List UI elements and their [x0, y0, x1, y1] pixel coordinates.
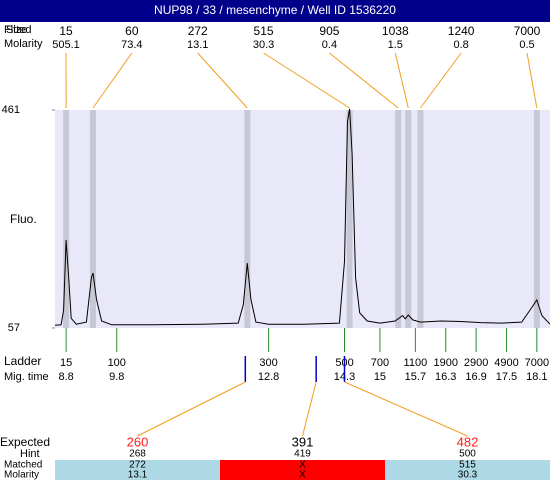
expected-value: 482 [457, 434, 479, 449]
expected-value: 260 [127, 434, 149, 449]
peak-size: 1038 [382, 24, 409, 38]
matched-molarity-label: Molarity [4, 470, 39, 480]
peak-connector [394, 52, 409, 109]
peak-molarity: 13.1 [187, 39, 208, 51]
ladder-size: 15 [60, 357, 72, 369]
peak-band [533, 110, 540, 328]
hint-value: 419 [294, 449, 311, 460]
ladder-size: 700 [371, 357, 389, 369]
ladder-size: 4900 [494, 357, 518, 369]
peak-molarity: 30.3 [253, 39, 274, 51]
matched-cell [385, 460, 550, 480]
hint-value: 268 [129, 449, 146, 460]
peak-molarity: 505.1 [52, 39, 80, 51]
plot-area [55, 110, 550, 328]
expected-value: 391 [292, 434, 314, 449]
peak-size: 15 [59, 24, 73, 38]
ladder-time: 16.9 [465, 371, 486, 383]
matched-cell [55, 460, 220, 480]
matched-cell [220, 460, 385, 480]
peak-molarity: 1.5 [388, 39, 403, 51]
peak-size: 905 [319, 24, 339, 38]
matched-molarity: X [299, 470, 306, 480]
ladder-size: 300 [259, 357, 277, 369]
hint-value: 500 [459, 449, 476, 460]
peak-band [346, 110, 353, 328]
ladder-size: 7000 [525, 357, 549, 369]
peak-band [244, 110, 251, 328]
y-tick-label: 461 [2, 104, 20, 116]
fitted-label: Fitted [4, 24, 32, 36]
matched-value: X [299, 460, 306, 471]
peak-connector [420, 52, 462, 109]
peak-connector [263, 52, 350, 109]
ladder-time: 18.1 [526, 371, 547, 383]
matched-value: 272 [129, 460, 146, 471]
ladder-time: 15 [374, 371, 386, 383]
peak-molarity: 0.4 [322, 39, 337, 51]
matched-label: Matched [4, 460, 42, 471]
title-bar [0, 0, 550, 22]
ladder-size: 1900 [433, 357, 457, 369]
expected-connector [137, 381, 246, 437]
ladder-time: 12.8 [258, 371, 279, 383]
peak-band [395, 110, 402, 328]
peak-connector [197, 52, 248, 109]
peak-band [417, 110, 424, 328]
peak-band [405, 110, 412, 328]
y-axis-label: Fluo. [10, 212, 37, 226]
ladder-time: 9.8 [109, 371, 124, 383]
peak-connector [329, 52, 399, 109]
hint-label: Hint [20, 448, 40, 460]
expected-label: Expected [0, 435, 50, 449]
peak-band [89, 110, 96, 328]
peak-band [63, 110, 70, 328]
peak-molarity: 73.4 [121, 39, 142, 51]
y-tick-label: 57 [8, 322, 20, 334]
ladder-time: 16.3 [435, 371, 456, 383]
ladder-time: 17.5 [496, 371, 517, 383]
matched-molarity: 13.1 [128, 470, 148, 480]
ladder-time: 15.7 [405, 371, 426, 383]
peak-size: 515 [254, 24, 274, 38]
expected-connector [302, 381, 317, 437]
peak-size: 272 [188, 24, 208, 38]
trace [54, 108, 550, 326]
matched-value: 515 [459, 460, 476, 471]
mig-time-label: Mig. time [4, 371, 49, 383]
peak-connector [526, 52, 538, 109]
matched-molarity: 30.3 [458, 470, 478, 480]
peak-size: 7000 [514, 24, 541, 38]
peak-molarity: 0.8 [453, 39, 468, 51]
molarity-label: Molarity [4, 38, 43, 50]
ladder-size: 2900 [464, 357, 488, 369]
ladder-size: 1100 [404, 357, 428, 369]
ladder-time: 8.8 [58, 371, 73, 383]
peak-connector [92, 52, 133, 109]
chart-title: NUP98 / 33 / mesenchyme / Well ID 153622… [154, 3, 396, 17]
peak-size: 1240 [448, 24, 475, 38]
peak-molarity: 0.5 [519, 39, 534, 51]
ladder-label: Ladder [4, 354, 41, 368]
expected-connector [344, 381, 468, 437]
size-label: Size [6, 24, 27, 36]
ladder-size: 100 [108, 357, 126, 369]
peak-size: 60 [125, 24, 139, 38]
